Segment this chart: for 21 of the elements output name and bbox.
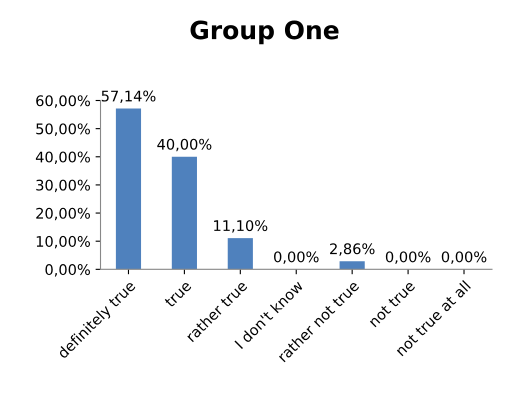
bar [340, 261, 365, 270]
data-label: 40,00% [157, 138, 212, 152]
y-tick-label: 0,00% [45, 264, 90, 277]
chart-title: Group One [190, 20, 339, 44]
bar [172, 156, 197, 270]
data-label: 0,00% [386, 251, 430, 264]
y-tick-label: 20,00% [36, 208, 90, 220]
y-tick-label: 10,00% [36, 236, 90, 248]
y-tick-label: 40,00% [36, 151, 90, 164]
x-tick-label: true [164, 280, 192, 308]
bar [116, 108, 142, 270]
y-tick-label: 60,00% [36, 95, 90, 108]
y-tick-label: 50,00% [36, 123, 90, 136]
x-tick-label: not true [368, 280, 416, 328]
data-label: 0,00% [442, 251, 486, 264]
bar [228, 238, 253, 270]
y-tick-label: 30,00% [36, 180, 90, 192]
data-label: 2,86% [330, 243, 375, 256]
data-label: 11,10% [214, 220, 268, 233]
data-label: 0,00% [274, 251, 319, 264]
data-label: 57,14% [102, 90, 156, 104]
